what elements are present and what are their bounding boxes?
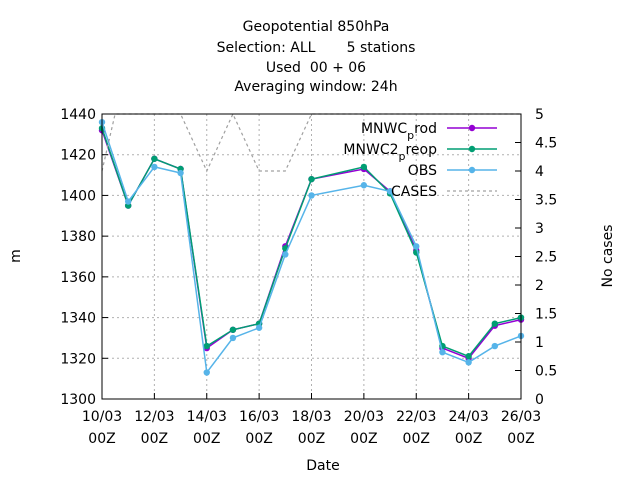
x-tick-label-time: 00Z	[193, 431, 220, 447]
y-tick-label: 1440	[60, 107, 96, 123]
data-point-mnwc2-preop	[308, 175, 315, 183]
data-point-obs	[229, 334, 237, 342]
x-tick-label: 10/03	[82, 409, 122, 425]
x-tick-label-time: 00Z	[455, 431, 482, 447]
x-tick-label-time: 00Z	[403, 431, 430, 447]
y2-tick-label: 4	[535, 164, 544, 180]
data-point-obs	[282, 251, 289, 258]
y-tick-label: 1380	[60, 229, 96, 245]
series-line-mnwc2-preop	[101, 128, 522, 358]
data-point-obs	[439, 348, 446, 356]
legend-item-cases: CASES	[391, 184, 497, 200]
y-axis-label: m	[8, 249, 24, 263]
title-line-3: Used 00 + 06	[266, 60, 366, 76]
y2-tick-label: 3	[535, 221, 544, 237]
y2-tick-label: 1.5	[535, 307, 557, 323]
plot-frame	[101, 113, 522, 400]
x-tick-label-time: 00Z	[350, 431, 377, 447]
y2-axis: 0 0.5 1 1.5 2 2.5 3 3.5 4 4.5 5	[515, 107, 557, 408]
data-point-obs	[386, 188, 394, 195]
data-point-mnwc2-preop	[229, 326, 237, 333]
legend-marker-mnwc-prod	[468, 124, 476, 132]
x-tick-label: 24/03	[448, 409, 488, 425]
y2-tick-label: 5	[535, 107, 544, 123]
y-tick-label: 1340	[60, 311, 96, 327]
x-axis-label: Date	[306, 458, 339, 474]
y-tick-label: 1300	[60, 392, 96, 408]
x-tick-label: 26/03	[501, 409, 541, 425]
data-point-mnwc2-preop	[203, 342, 210, 350]
data-point-obs	[308, 192, 315, 199]
x-tick-label-time: 00Z	[245, 431, 272, 447]
data-point-mnwc2-preop	[151, 155, 158, 162]
data-point-obs	[203, 369, 210, 376]
data-point-obs	[491, 342, 499, 350]
data-point-obs	[124, 198, 132, 205]
x-tick-label-time: 00Z	[141, 431, 168, 447]
y-tick-label: 1420	[60, 148, 96, 164]
data-point-mnwc2-preop	[465, 353, 472, 360]
x-tick-label: 22/03	[396, 409, 436, 425]
y2-axis-label: No cases	[600, 225, 616, 288]
legend-item-mnwc-prod: MNWCprod	[361, 121, 497, 142]
y-tick-label: 1320	[60, 351, 96, 367]
x-tick-label: 16/03	[239, 409, 279, 425]
legend-label-mnwc-prod: MNWCprod	[361, 121, 437, 142]
legend-label-mnwc2-preop: MNWC2preop	[343, 142, 437, 163]
legend-item-obs: OBS	[408, 163, 497, 179]
legend-label-obs: OBS	[408, 163, 437, 179]
x-tick-label: 18/03	[291, 409, 331, 425]
title-line-4: Averaging window: 24h	[234, 79, 397, 95]
x-axis: 10/03 00Z 12/03 00Z 14/03 00Z 16/03 00Z 18/03 00Z…	[82, 393, 541, 447]
y2-tick-label: 3.5	[535, 193, 557, 209]
x-tick-label: 14/03	[187, 409, 227, 425]
x-tick-label: 12/03	[134, 409, 174, 425]
x-tick-label: 20/03	[344, 409, 384, 425]
x-tick-label-time: 00Z	[88, 431, 115, 447]
data-point-mnwc2-preop	[491, 320, 499, 327]
data-point-obs	[151, 163, 158, 171]
y2-tick-label: 2	[535, 278, 544, 294]
data-point-obs	[465, 359, 472, 366]
series-obs	[98, 118, 525, 376]
data-point-obs	[255, 324, 263, 331]
data-point-obs	[177, 169, 184, 177]
y-axis: 1300 1320 1340 1360 1380 1400 1420 1440	[60, 107, 108, 408]
x-tick-label-time: 00Z	[298, 431, 325, 447]
data-point-obs	[360, 182, 368, 189]
data-point-obs	[413, 243, 420, 250]
y2-tick-label: 4.5	[535, 136, 557, 152]
legend-item-mnwc2-preop: MNWC2preop	[343, 142, 497, 163]
legend-marker-mnwc2-preop	[468, 145, 476, 153]
grid	[102, 114, 521, 399]
y2-tick-label: 0.5	[535, 364, 557, 380]
title-line-1: Geopotential 850hPa	[243, 19, 390, 35]
y-tick-label: 1360	[60, 270, 96, 286]
y2-tick-label: 0	[535, 392, 544, 408]
y-tick-label: 1400	[60, 188, 96, 204]
data-point-mnwc2-preop	[360, 163, 368, 171]
legend-label-cases: CASES	[391, 184, 437, 200]
y2-tick-label: 1	[535, 335, 544, 351]
chart-title: Geopotential 850hPa Selection: ALL 5 sta…	[217, 19, 416, 95]
series-line-obs	[101, 121, 522, 375]
x-tick-label-time: 00Z	[507, 431, 534, 447]
title-line-2: Selection: ALL 5 stations	[217, 40, 416, 56]
y2-tick-label: 2.5	[535, 250, 557, 266]
legend-marker-obs	[468, 166, 476, 174]
